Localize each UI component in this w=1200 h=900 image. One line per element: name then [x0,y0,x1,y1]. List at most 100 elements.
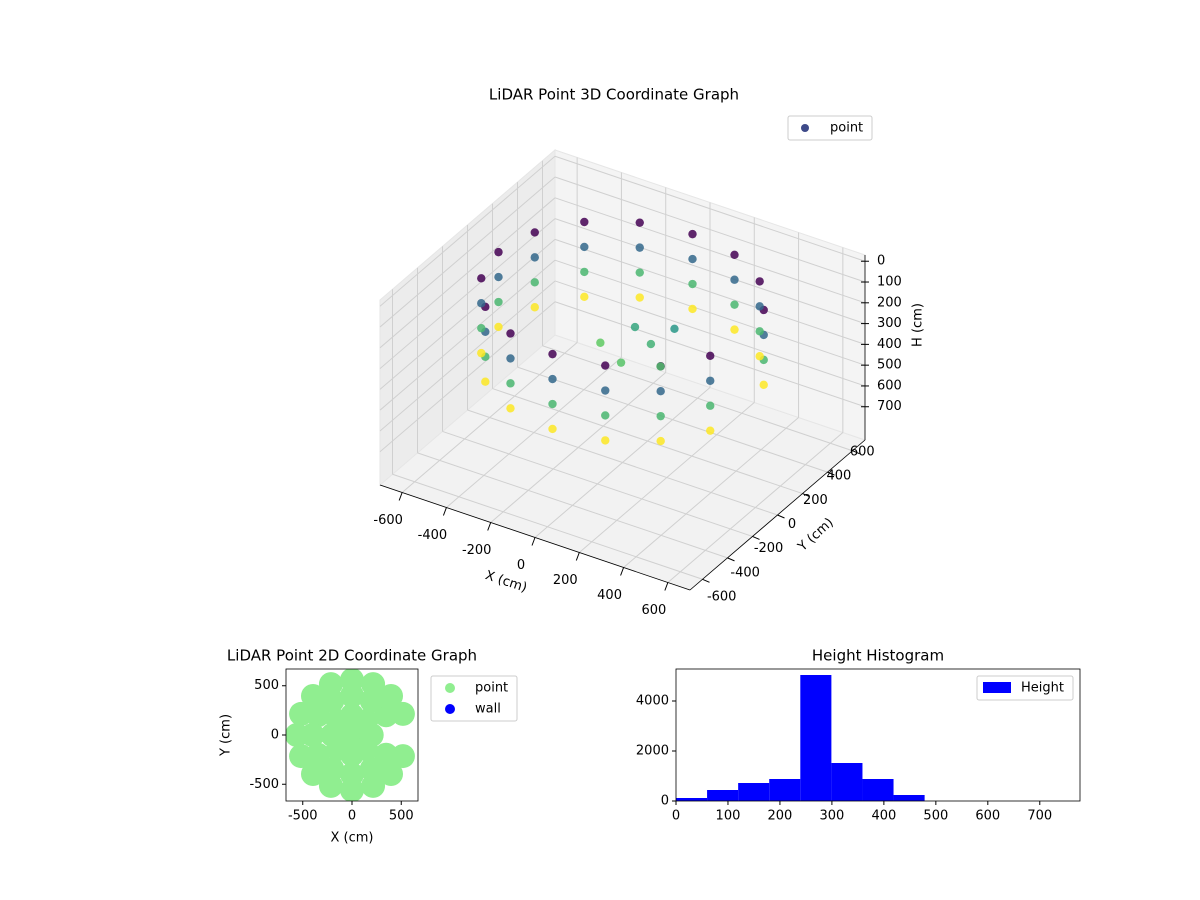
plot-area [286,669,415,801]
point [580,217,589,227]
point [706,426,715,435]
point [318,672,343,697]
point [548,374,557,384]
z-tick-label: 200 [877,295,902,310]
x-axis-label: X (cm) [331,831,374,846]
grid-line [379,259,556,411]
point [379,683,404,708]
x-tick [487,522,492,531]
point [616,358,626,367]
point [635,293,644,302]
x-tick-label: 600 [975,809,1000,824]
point [548,424,557,434]
x-tick [398,492,403,501]
y-tick [702,578,710,583]
z-tick-label: 500 [877,358,902,373]
bar [707,790,739,801]
point [481,377,490,386]
grid-line [379,155,556,307]
x-tick-label: 300 [819,809,844,824]
point [635,243,644,252]
point [730,300,739,309]
x-tick-label: -600 [373,513,403,528]
point [755,352,764,361]
grid-line [542,345,853,452]
point [656,436,665,446]
point [530,303,539,312]
grid-line [392,473,703,580]
z-tick-label: 700 [877,399,902,414]
bar [738,783,770,801]
legend-box [787,115,873,141]
point [730,325,739,334]
x-tick-label: 200 [768,809,793,824]
point [706,401,715,410]
point [580,267,589,277]
chart-title: LiDAR Point 3D Coordinate Graph [489,86,739,104]
grid-line [379,176,556,328]
point [601,386,610,395]
point [506,379,515,388]
x-tick-label: 200 [553,573,578,588]
grid-line [554,259,866,366]
y-tick [827,471,835,476]
point [635,268,644,277]
point [656,411,665,421]
point [318,773,343,798]
y-tick [777,514,785,519]
point [494,272,503,282]
z-tick-label: 100 [877,275,902,290]
x-tick-label: 500 [389,809,414,824]
x-axis-line [379,484,691,591]
legend-label: wall [475,702,501,717]
point [580,292,589,302]
grid-line [554,238,866,345]
x-tick-label: 0 [348,809,356,824]
point [494,247,503,257]
x-tick [620,567,625,576]
x-tick-label: 400 [871,809,896,824]
point [596,338,605,347]
legend-patch [983,682,1011,693]
point [656,387,665,396]
point [530,228,539,237]
x-tick-label: 100 [716,809,741,824]
point [601,361,610,370]
x-tick-label: 700 [1027,809,1052,824]
legend-label: Height [1021,681,1064,696]
point [688,229,697,239]
point [361,672,386,697]
y-tick-label: -400 [730,565,760,580]
axes-frame [675,668,1081,802]
bar [676,798,708,801]
z-tick-label: 300 [877,316,902,331]
point [755,277,764,286]
grid-line [492,388,803,495]
bar [862,779,894,801]
point [601,411,610,420]
legend-label: point [830,121,863,136]
grid-line [554,280,866,387]
point [477,348,486,358]
point [730,250,739,259]
bar [769,779,801,801]
y-tick-label: -200 [754,541,784,556]
point [670,324,679,334]
point [530,278,539,287]
point [494,322,503,332]
z-tick-label: 0 [877,254,885,269]
chart-title: LiDAR Point 2D Coordinate Graph [227,647,477,665]
point [630,322,640,332]
point [688,304,697,314]
point [656,362,665,371]
point [361,773,386,798]
x-tick-label: -400 [418,528,448,543]
y-tick-label: -500 [249,777,279,792]
point [730,275,739,284]
point [353,736,378,761]
x-tick-label: 500 [923,809,948,824]
y-tick-label: 0 [271,728,279,743]
point [706,351,715,361]
grid-line [442,430,753,537]
